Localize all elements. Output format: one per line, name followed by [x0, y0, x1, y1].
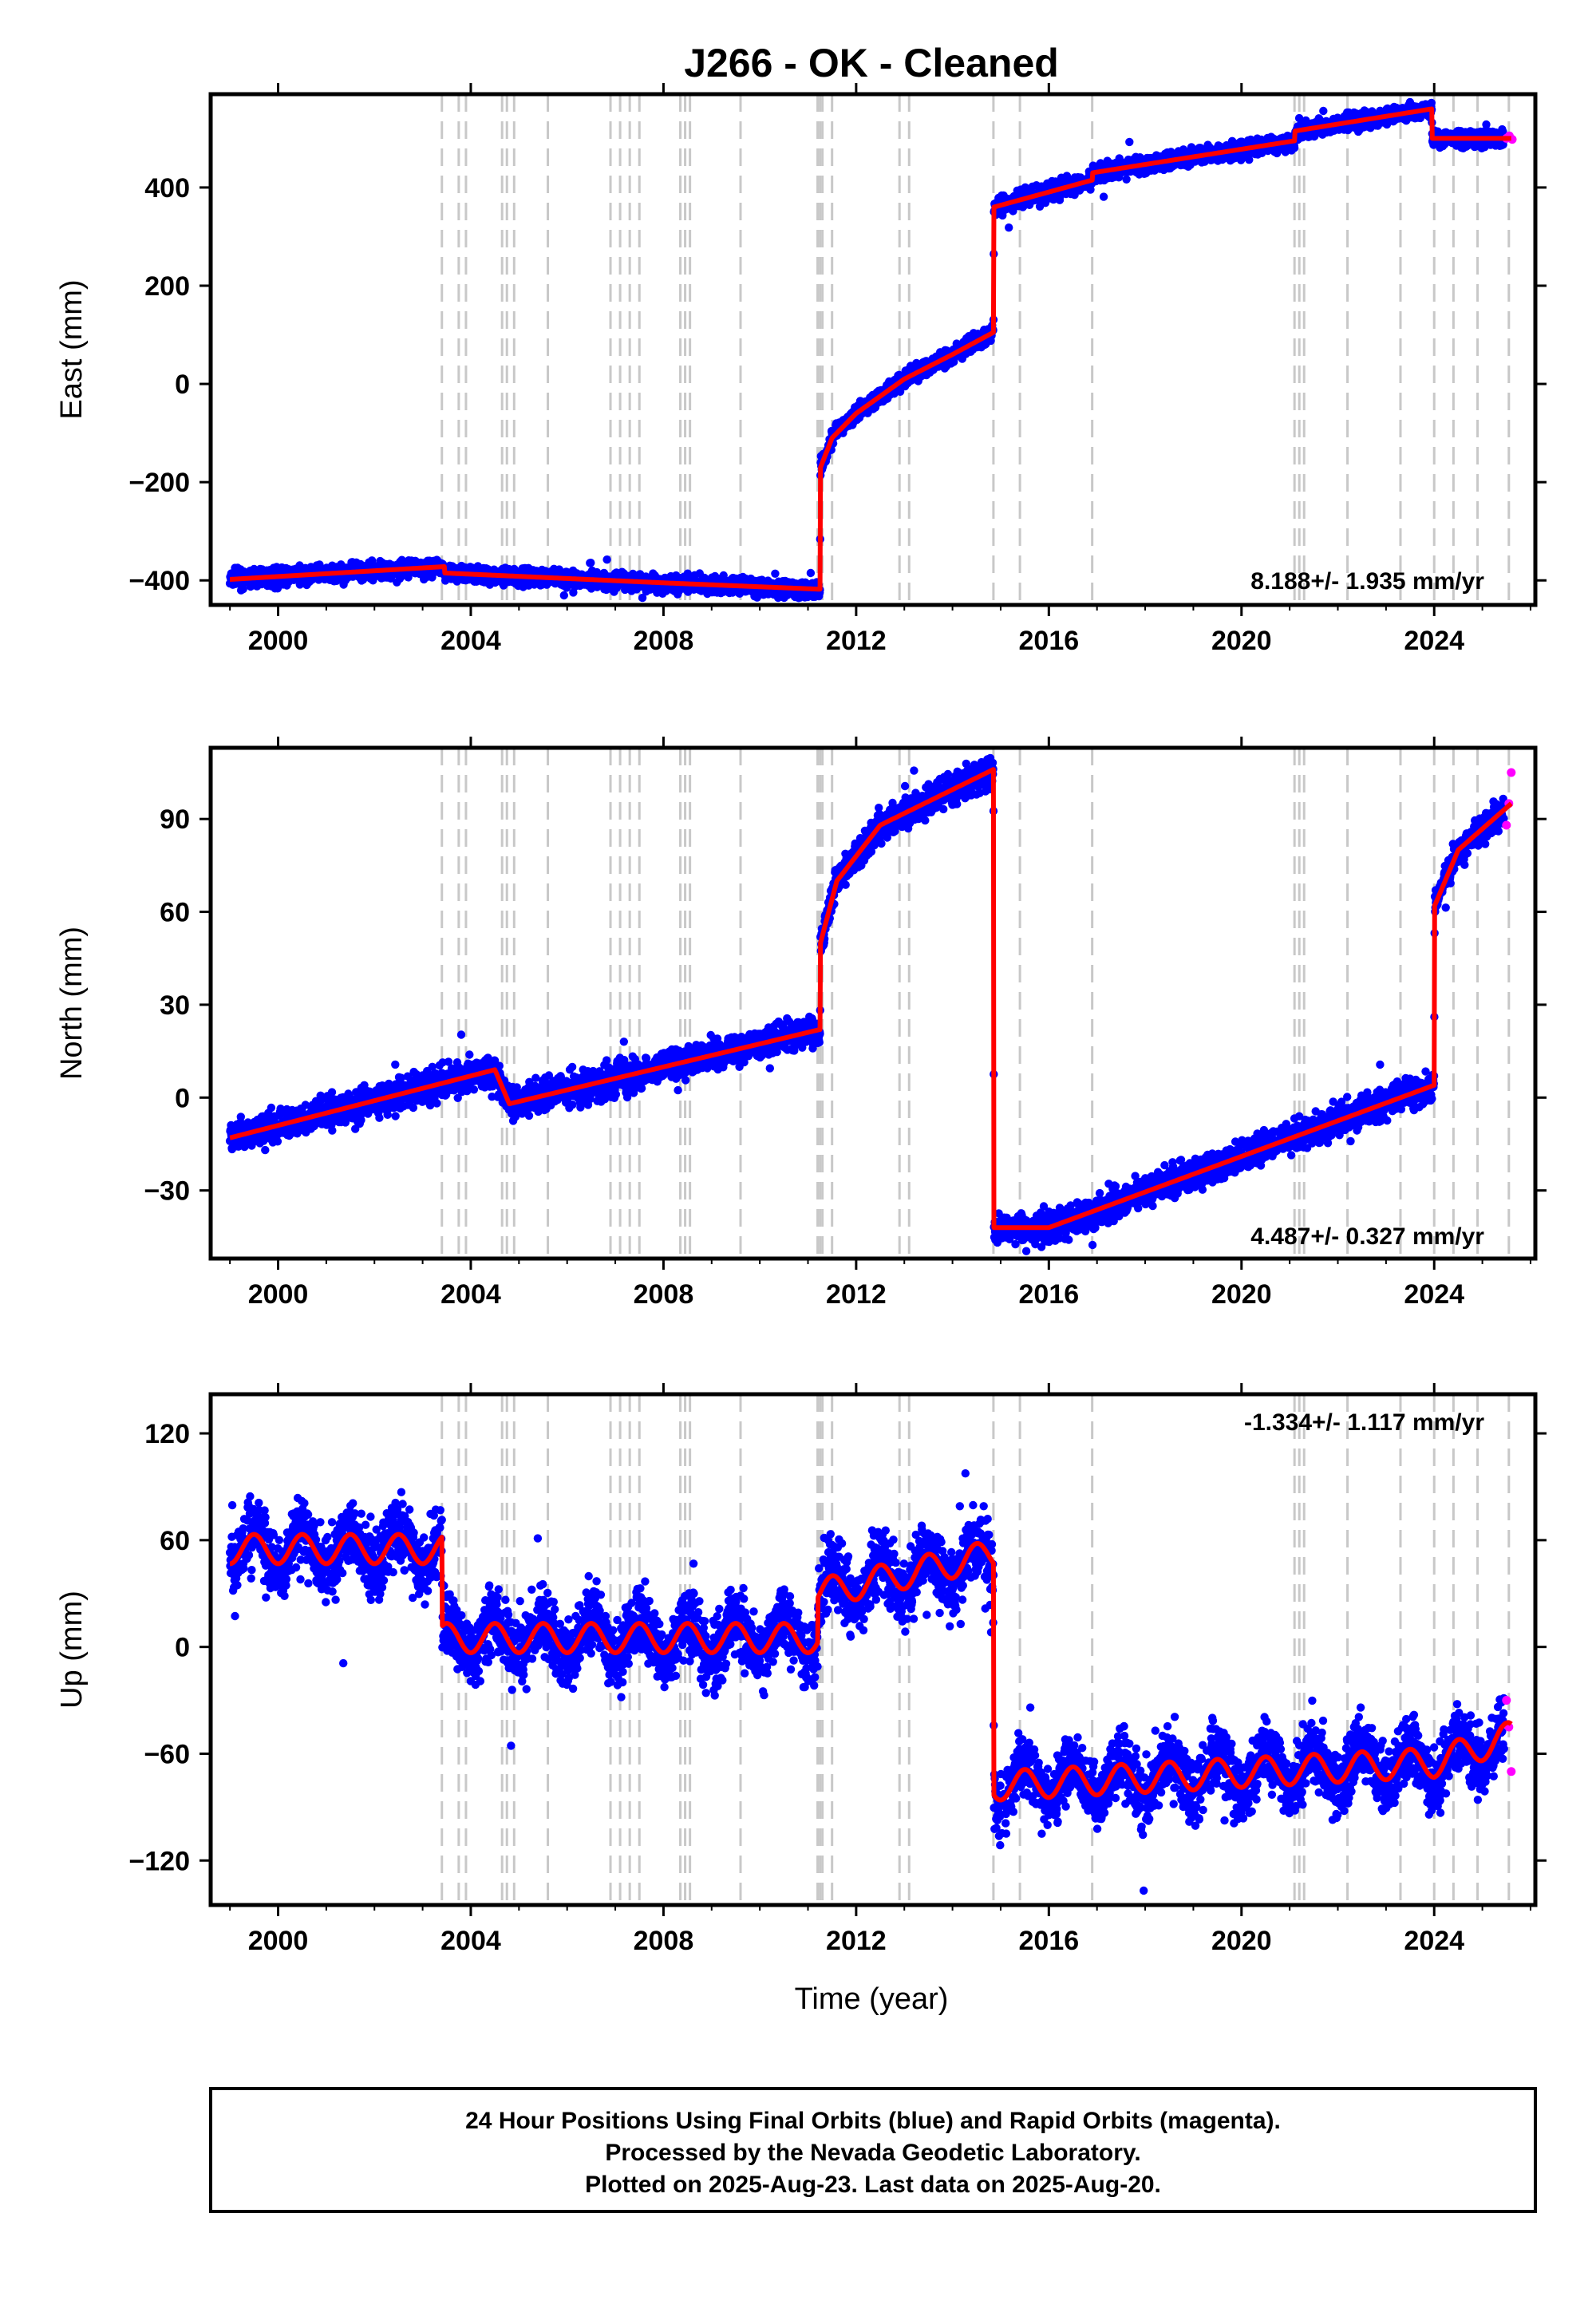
plot-area [225, 748, 1516, 1259]
final-orbit-point [559, 591, 568, 600]
final-orbit-point [1005, 223, 1013, 232]
figure-title: J266 - OK - Cleaned [684, 41, 1059, 85]
plot-frame [208, 92, 1538, 607]
x-tick-label: 2020 [1211, 626, 1272, 656]
x-tick-label: 2000 [248, 626, 309, 656]
y-tick-label: −200 [128, 468, 190, 498]
final-orbit-point [638, 593, 647, 603]
x-tick-label: 2004 [440, 626, 501, 656]
plot-area [225, 94, 1517, 605]
final-orbit-point [239, 585, 247, 594]
y-tick-label: 0 [175, 370, 190, 400]
final-orbit-point [1290, 144, 1299, 152]
final-orbit-point [1122, 175, 1131, 184]
final-orbit-point [895, 387, 905, 396]
final-orbit-point [587, 559, 595, 567]
velocity-rate-label: 8.188+/- 1.935 mm/yr [1250, 568, 1484, 595]
north-panel: 2000 2004 2008 2012 2016 2020 2024−300306090No… [55, 737, 1547, 1310]
final-orbit-point [806, 568, 816, 578]
final-orbit-point [1319, 106, 1328, 116]
final-orbit-points [225, 753, 1508, 1255]
final-orbit-point [236, 1113, 245, 1121]
east-panel: 2000 2004 2008 2012 2016 2020 2024 −400 −200 0 200… [55, 83, 1547, 656]
y-tick-label: 400 [144, 173, 190, 204]
final-orbit-point [1125, 137, 1134, 147]
x-tick-label: 2016 [1019, 626, 1080, 656]
x-tick-label: 2008 [634, 626, 694, 656]
y-tick-label: −400 [128, 566, 190, 596]
final-orbit-point [602, 555, 611, 564]
x-tick-label: 2024 [1404, 626, 1464, 656]
final-orbit-points [225, 97, 1508, 603]
model-fit-line [227, 106, 1514, 592]
x-tick-label: 2012 [826, 626, 887, 656]
final-orbit-point [1099, 192, 1108, 201]
y-tick-label: 200 [144, 271, 190, 302]
y-axis-label: East (mm) [55, 279, 89, 419]
final-orbit-point [771, 569, 780, 578]
